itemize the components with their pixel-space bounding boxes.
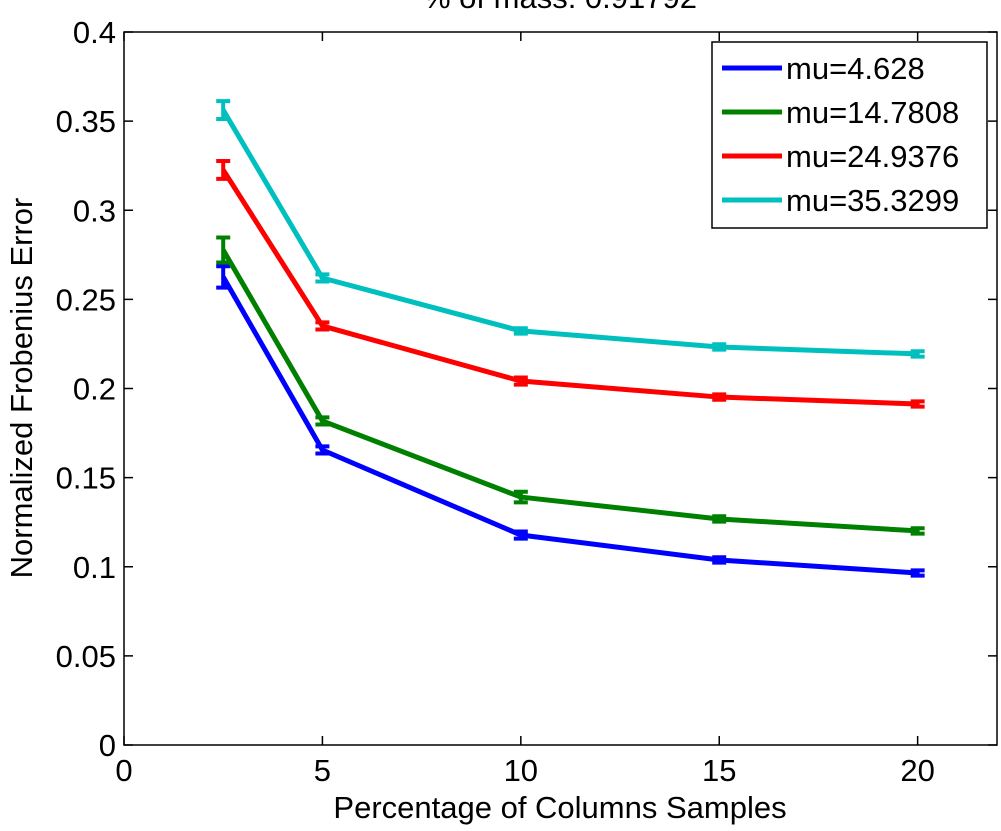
y-tick-label: 0 <box>99 728 116 763</box>
error-bar <box>513 326 528 336</box>
legend-label: mu=4.628 <box>786 51 925 86</box>
error-bar <box>513 375 528 387</box>
y-tick-label: 0.1 <box>73 550 116 585</box>
y-tick-label: 0.2 <box>73 372 116 407</box>
y-tick-label: 0.35 <box>56 104 116 139</box>
error-bar <box>315 272 330 284</box>
y-tick-label: 0.05 <box>56 639 116 674</box>
x-tick-label: 10 <box>504 753 538 788</box>
error-bar <box>513 529 528 541</box>
error-bar <box>315 444 330 456</box>
error-bar <box>712 342 727 352</box>
y-tick-label: 0.25 <box>56 282 116 317</box>
error-bar <box>910 526 925 536</box>
error-bar <box>513 489 528 505</box>
chart-title: % of mass: 0.91792 <box>423 0 697 15</box>
legend-box <box>711 41 988 229</box>
y-tick-label: 0.15 <box>56 461 116 496</box>
error-bar <box>712 514 727 524</box>
y-tick-label: 0.3 <box>73 193 116 228</box>
legend-label: mu=24.9376 <box>786 139 959 174</box>
x-axis-label: Percentage of Columns Samples <box>333 790 786 825</box>
error-bar <box>216 264 231 290</box>
error-bar <box>712 392 727 402</box>
y-tick-label: 0.4 <box>73 15 116 50</box>
error-bar <box>712 555 727 565</box>
error-bar <box>910 399 925 409</box>
x-tick-label: 0 <box>115 753 132 788</box>
x-tick-label: 20 <box>900 753 934 788</box>
x-tick-label: 15 <box>702 753 736 788</box>
series-line <box>221 248 918 534</box>
legend-label: mu=14.7808 <box>786 95 959 130</box>
y-axis-label: Normalized Frobenius Error <box>4 198 39 579</box>
error-bar <box>910 349 925 359</box>
error-bar <box>216 159 231 181</box>
error-bar <box>315 320 330 332</box>
error-bar <box>216 235 231 265</box>
error-bar <box>910 568 925 578</box>
error-bar <box>216 99 231 121</box>
x-tick-label: 5 <box>314 753 331 788</box>
legend-label: mu=35.3299 <box>786 183 959 218</box>
error-bar <box>315 415 330 427</box>
